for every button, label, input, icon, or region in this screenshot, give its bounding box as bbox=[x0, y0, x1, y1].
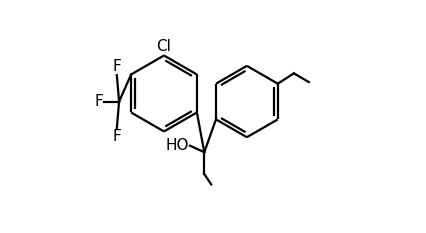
Text: Cl: Cl bbox=[156, 39, 171, 54]
Text: F: F bbox=[112, 59, 121, 74]
Text: F: F bbox=[112, 129, 121, 144]
Text: F: F bbox=[94, 94, 103, 109]
Text: HO: HO bbox=[165, 138, 188, 153]
